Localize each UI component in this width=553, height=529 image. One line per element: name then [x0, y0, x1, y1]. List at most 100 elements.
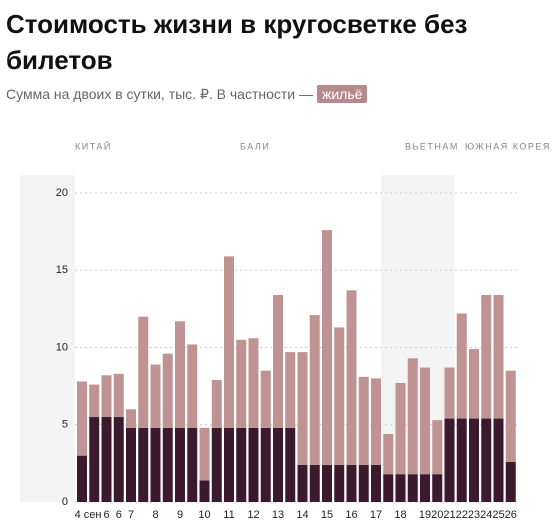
bar-segment: [444, 367, 455, 419]
region-label: ВЬЕТНАМ: [405, 141, 459, 151]
bar-segment: [334, 464, 345, 502]
bar-segment: [322, 464, 332, 502]
bar-segment: [493, 418, 504, 502]
bar-segment: [199, 480, 210, 502]
bar-segment: [101, 417, 112, 502]
bar-segment: [346, 464, 357, 502]
bar-segment: [101, 375, 112, 418]
x-tick-label: 7: [128, 509, 134, 521]
x-tick-label: 14: [296, 509, 308, 521]
bar-segment: [358, 464, 369, 502]
region-label: КИТАЙ: [75, 140, 112, 151]
bar-segment: [236, 339, 247, 428]
bar-segment: [187, 427, 198, 502]
bar-segment: [199, 427, 210, 481]
x-tick-label: 26: [505, 509, 517, 521]
bar-segment: [273, 427, 283, 502]
bar-segment: [346, 290, 357, 465]
bar-segment: [469, 349, 479, 419]
bar-segment: [505, 370, 516, 462]
x-tick-label: 21: [443, 509, 455, 521]
x-tick-label: 13: [272, 509, 284, 521]
bar-segment: [175, 427, 185, 502]
bar-segment: [162, 427, 173, 502]
y-tick-label: 15: [56, 264, 68, 276]
x-tick-label: 24: [480, 509, 492, 521]
x-tick-label: 20: [431, 509, 443, 521]
x-tick-label: 23: [468, 509, 480, 521]
bar-segment: [395, 383, 406, 475]
bar-segment: [285, 352, 296, 428]
bar-segment: [187, 344, 198, 428]
x-tick-label: 25: [492, 509, 504, 521]
bar-segment: [77, 381, 87, 456]
x-tick-label: 22: [456, 509, 468, 521]
bar-segment: [260, 370, 271, 428]
subtitle: Сумма на двоих в сутки, тыс. ₽. В частно…: [6, 86, 313, 102]
x-tick-label: 9: [177, 509, 183, 521]
x-tick-label: 19: [419, 509, 431, 521]
bar-segment: [285, 427, 296, 502]
bar-segment: [211, 379, 222, 428]
x-tick-label: 6: [103, 509, 109, 521]
bar-segment: [236, 427, 247, 502]
y-tick-label: 20: [56, 187, 68, 199]
bar-segment: [383, 434, 394, 475]
bar-segment: [138, 316, 149, 428]
bar-segment: [162, 353, 173, 428]
x-tick-label: 6: [116, 509, 122, 521]
bar-segment: [407, 474, 418, 502]
y-tick-label: 5: [62, 419, 68, 431]
bar-segment: [175, 321, 185, 428]
bar-segment: [469, 418, 479, 502]
region-label: ЮЖНАЯ КОРЕЯ: [465, 141, 551, 151]
bar-segment: [260, 427, 271, 502]
x-tick-label: 12: [247, 509, 259, 521]
bar-segment: [150, 364, 161, 428]
bar-segment: [371, 464, 381, 502]
x-tick-label: 4 сен: [75, 509, 102, 521]
bar-segment: [334, 327, 345, 465]
bar-segment: [126, 427, 136, 502]
bar-segment: [383, 474, 394, 502]
bar-segment: [432, 420, 443, 475]
x-tick-label: 11: [223, 509, 234, 521]
y-tick-label: 10: [56, 341, 68, 353]
legend-entry: жильё: [317, 85, 368, 103]
bar-segment: [505, 461, 516, 502]
bar-segment: [150, 427, 161, 502]
bar-segment: [322, 230, 332, 465]
bar-segment: [420, 474, 430, 502]
bar-segment: [481, 294, 492, 419]
bar-segment: [89, 384, 100, 418]
bar-segment: [224, 427, 234, 502]
bar-segment: [297, 352, 308, 465]
bar-segment: [407, 358, 418, 475]
bar-segment: [77, 455, 87, 502]
bar-segment: [248, 338, 259, 428]
bar-segment: [126, 409, 136, 428]
x-tick-label: 17: [370, 509, 382, 521]
bar-segment: [138, 427, 149, 502]
bar-segment: [358, 376, 369, 465]
chart-title: Стоимость жизни в кругосветке без билето…: [6, 9, 468, 75]
shade: [381, 175, 455, 502]
x-tick-label: 15: [321, 509, 333, 521]
bar-segment: [371, 378, 381, 465]
x-tick-label: 16: [345, 509, 357, 521]
region-label: БАЛИ: [240, 141, 270, 151]
bar-segment: [481, 418, 492, 502]
bar-segment: [444, 418, 455, 502]
x-tick-label: 10: [198, 509, 210, 521]
y-tick-label: 0: [62, 496, 68, 508]
x-tick-label: 8: [152, 509, 158, 521]
bar-segment: [89, 417, 100, 502]
shade: [20, 175, 75, 502]
bar-segment: [224, 256, 234, 428]
bar-segment: [248, 427, 259, 502]
bar-segment: [113, 417, 124, 502]
x-tick-label: 18: [394, 509, 406, 521]
bar-segment: [273, 294, 283, 428]
